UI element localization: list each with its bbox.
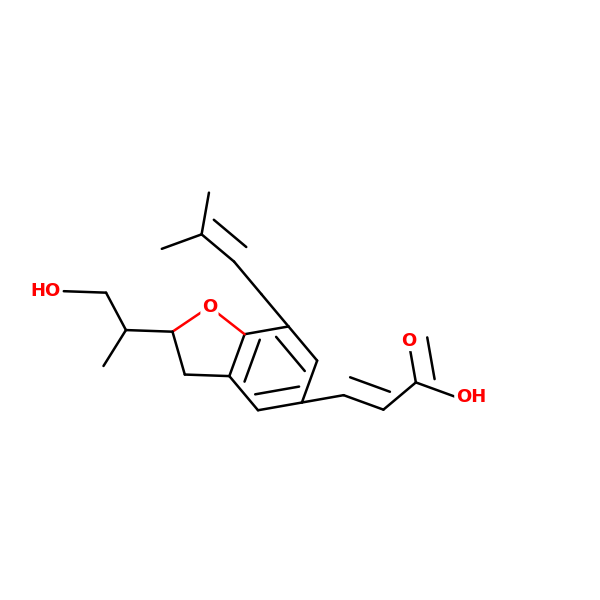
Text: OH: OH [455, 388, 486, 406]
Text: O: O [401, 332, 416, 350]
Text: O: O [202, 298, 217, 316]
Text: HO: HO [31, 282, 61, 300]
